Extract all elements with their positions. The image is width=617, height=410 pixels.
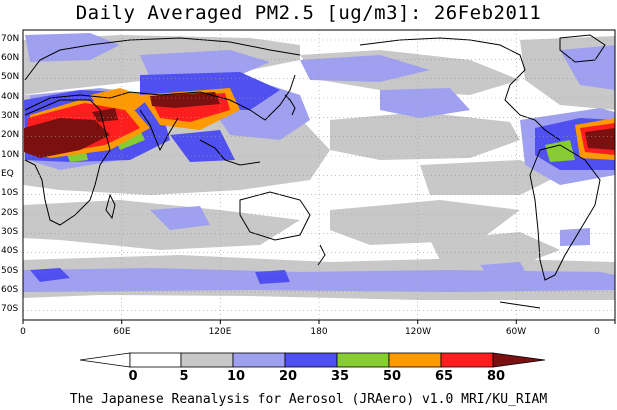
lon-label: 120E (208, 327, 232, 337)
colorbar-label: 35 (330, 369, 350, 384)
lat-label: 70N (1, 34, 20, 44)
lat-label: 70S (1, 304, 19, 314)
colorbar (0, 350, 617, 390)
colorbar-segment (388, 352, 442, 368)
lat-label: 30N (1, 111, 20, 121)
lat-label: 20N (1, 130, 20, 140)
footer-credit: The Japanese Reanalysis for Aerosol (JRA… (69, 392, 548, 407)
axis-ticks (22, 320, 616, 324)
lat-label: 50N (1, 72, 20, 82)
colorbar-label: 0 (128, 369, 138, 384)
pm25-map: 70N 60N 50N 40N 30N 20N 10N EQ 10S 20S 3… (1, 29, 616, 337)
colorbar-segment (129, 352, 182, 368)
colorbar-segment (232, 352, 286, 368)
gridlines (23, 30, 615, 320)
lat-label: 30S (1, 227, 19, 237)
colorbar-label: 10 (226, 369, 246, 384)
coastlines (24, 34, 606, 309)
lat-label: 40N (1, 92, 20, 102)
lat-label: 10S (1, 188, 19, 198)
lon-label: 60W (505, 327, 527, 337)
colorbar-segment (180, 352, 234, 368)
concentration-fields (23, 33, 615, 300)
field-above-80 (24, 92, 615, 158)
lat-label: 10N (1, 150, 20, 160)
colorbar-segment (492, 352, 546, 368)
colorbar-segment (79, 352, 131, 368)
lat-label: 40S (1, 246, 19, 256)
lon-label: 120W (404, 327, 432, 337)
lat-label: 20S (1, 208, 19, 218)
lon-label: 0 (594, 327, 600, 337)
lon-label: 0 (20, 327, 26, 337)
lat-label: 60S (1, 285, 19, 295)
colorbar-label: 50 (382, 369, 402, 384)
lon-label: 60E (113, 327, 131, 337)
chart-title: Daily Averaged PM2.5 [ug/m3]: 26Feb2011 (75, 2, 542, 24)
colorbar-segment (336, 352, 390, 368)
lat-label: EQ (1, 169, 14, 179)
colorbar-segment (284, 352, 338, 368)
lon-label: 180 (310, 327, 328, 337)
lat-label: 50S (1, 266, 19, 276)
colorbar-segment (440, 352, 494, 368)
colorbar-label: 65 (434, 369, 454, 384)
lat-label: 60N (1, 53, 20, 63)
colorbar-label: 5 (179, 369, 189, 384)
colorbar-label: 80 (486, 369, 506, 384)
colorbar-label: 20 (278, 369, 298, 384)
